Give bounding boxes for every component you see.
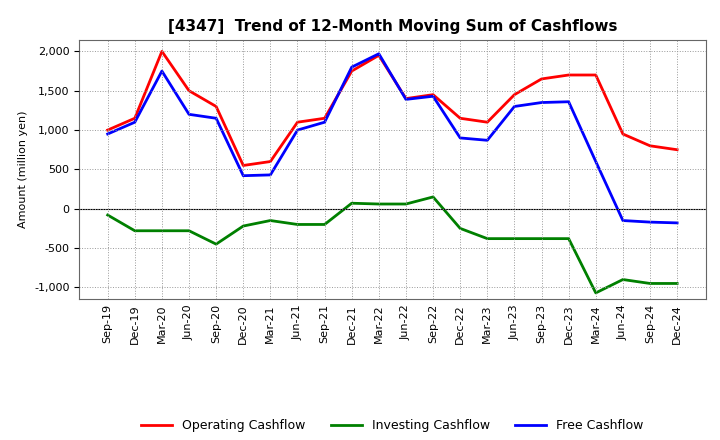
Free Cashflow <box>564 99 573 104</box>
Investing Cashflow <box>266 218 275 223</box>
Operating Cashflow <box>266 159 275 164</box>
Operating Cashflow <box>646 143 654 148</box>
Investing Cashflow <box>293 222 302 227</box>
Operating Cashflow <box>456 116 464 121</box>
Operating Cashflow <box>185 88 194 93</box>
Line: Investing Cashflow: Investing Cashflow <box>108 197 677 293</box>
Investing Cashflow <box>185 228 194 233</box>
Free Cashflow <box>185 112 194 117</box>
Operating Cashflow <box>618 132 627 137</box>
Operating Cashflow <box>293 120 302 125</box>
Free Cashflow <box>158 69 166 74</box>
Investing Cashflow <box>591 290 600 296</box>
Operating Cashflow <box>672 147 681 152</box>
Free Cashflow <box>428 94 437 99</box>
Investing Cashflow <box>618 277 627 282</box>
Investing Cashflow <box>564 236 573 241</box>
Free Cashflow <box>537 100 546 105</box>
Operating Cashflow <box>320 116 329 121</box>
Free Cashflow <box>618 218 627 223</box>
Operating Cashflow <box>239 163 248 168</box>
Legend: Operating Cashflow, Investing Cashflow, Free Cashflow: Operating Cashflow, Investing Cashflow, … <box>136 414 649 437</box>
Title: [4347]  Trend of 12-Month Moving Sum of Cashflows: [4347] Trend of 12-Month Moving Sum of C… <box>168 19 617 34</box>
Free Cashflow <box>266 172 275 178</box>
Operating Cashflow <box>483 120 492 125</box>
Free Cashflow <box>320 120 329 125</box>
Free Cashflow <box>374 51 383 56</box>
Operating Cashflow <box>212 104 220 109</box>
Investing Cashflow <box>212 242 220 247</box>
Free Cashflow <box>672 220 681 226</box>
Free Cashflow <box>239 173 248 178</box>
Investing Cashflow <box>348 201 356 206</box>
Operating Cashflow <box>104 128 112 133</box>
Investing Cashflow <box>130 228 139 233</box>
Investing Cashflow <box>374 202 383 207</box>
Free Cashflow <box>591 159 600 164</box>
Investing Cashflow <box>239 224 248 229</box>
Investing Cashflow <box>158 228 166 233</box>
Investing Cashflow <box>646 281 654 286</box>
Line: Operating Cashflow: Operating Cashflow <box>108 51 677 165</box>
Investing Cashflow <box>510 236 518 241</box>
Y-axis label: Amount (million yen): Amount (million yen) <box>19 110 28 228</box>
Operating Cashflow <box>537 76 546 81</box>
Free Cashflow <box>510 104 518 109</box>
Investing Cashflow <box>104 213 112 218</box>
Operating Cashflow <box>130 116 139 121</box>
Investing Cashflow <box>428 194 437 200</box>
Free Cashflow <box>348 65 356 70</box>
Free Cashflow <box>483 138 492 143</box>
Operating Cashflow <box>510 92 518 97</box>
Free Cashflow <box>646 220 654 225</box>
Operating Cashflow <box>374 53 383 58</box>
Free Cashflow <box>104 132 112 137</box>
Operating Cashflow <box>348 69 356 74</box>
Operating Cashflow <box>564 72 573 77</box>
Operating Cashflow <box>591 72 600 77</box>
Investing Cashflow <box>402 202 410 207</box>
Investing Cashflow <box>672 281 681 286</box>
Free Cashflow <box>130 120 139 125</box>
Free Cashflow <box>402 97 410 102</box>
Free Cashflow <box>293 128 302 133</box>
Operating Cashflow <box>158 49 166 54</box>
Free Cashflow <box>456 135 464 140</box>
Line: Free Cashflow: Free Cashflow <box>108 54 677 223</box>
Investing Cashflow <box>483 236 492 241</box>
Operating Cashflow <box>402 96 410 101</box>
Operating Cashflow <box>428 92 437 97</box>
Investing Cashflow <box>537 236 546 241</box>
Free Cashflow <box>212 116 220 121</box>
Investing Cashflow <box>456 226 464 231</box>
Investing Cashflow <box>320 222 329 227</box>
